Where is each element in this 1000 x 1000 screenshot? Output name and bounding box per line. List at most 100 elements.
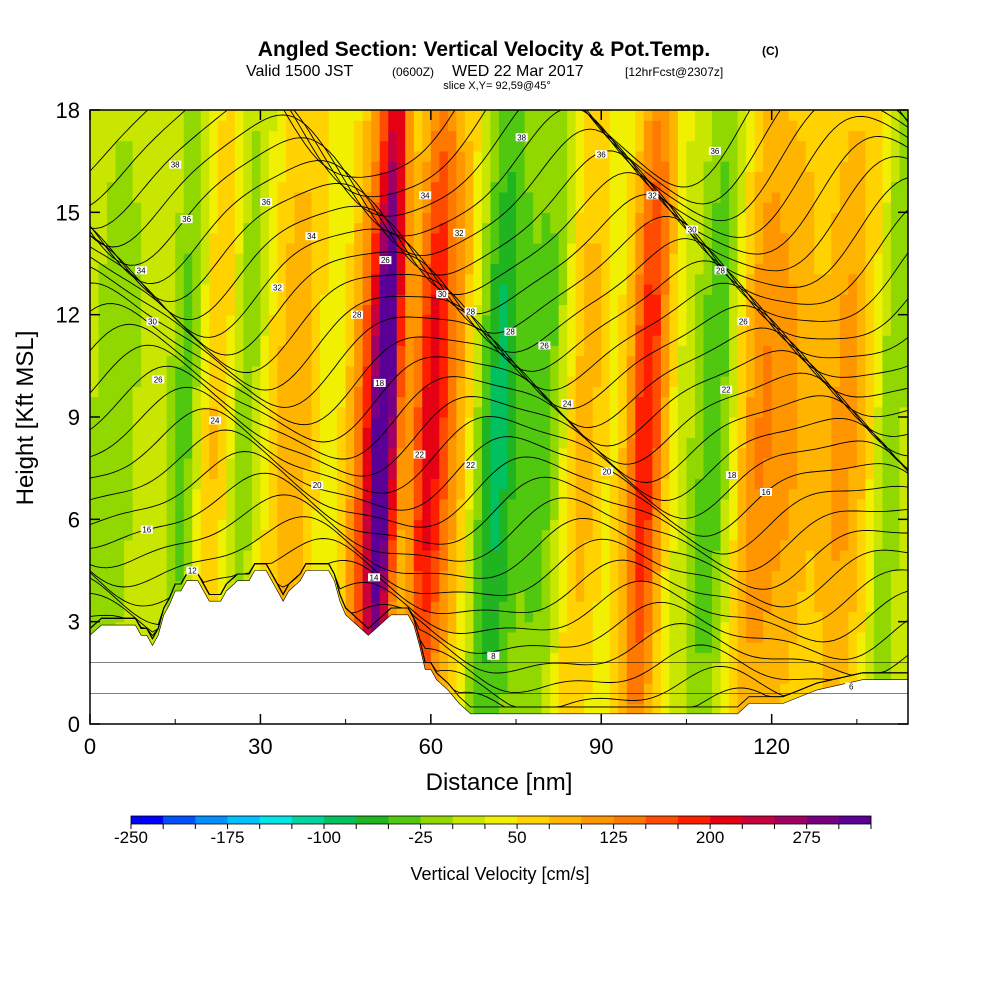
velocity-cell [763,478,773,490]
velocity-cell [558,631,568,643]
velocity-cell [618,509,628,520]
velocity-cell [303,417,313,428]
velocity-cell [328,560,338,572]
velocity-cell [746,212,756,224]
velocity-cell [277,457,287,469]
velocity-cell [371,140,381,152]
velocity-cell [737,365,747,377]
velocity-cell [439,345,449,357]
velocity-cell [780,447,790,459]
velocity-cell [626,212,636,224]
velocity-cell [405,427,415,439]
velocity-cell [405,283,415,295]
velocity-cell [507,662,517,674]
velocity-cell [490,529,500,541]
velocity-cell [337,232,347,244]
velocity-cell [303,386,313,398]
velocity-cell [447,181,457,193]
velocity-cell [149,130,159,142]
velocity-cell [473,693,483,705]
velocity-cell [643,120,653,132]
velocity-cell [754,590,764,602]
velocity-cell [729,150,739,162]
velocity-cell [132,570,142,582]
velocity-cell [132,529,142,541]
velocity-cell [268,202,279,213]
velocity-cell [473,672,483,684]
velocity-cell [660,263,671,275]
velocity-cell [763,570,773,582]
velocity-cell [677,417,688,428]
velocity-cell [550,161,560,172]
velocity-cell [98,376,108,387]
velocity-cell [413,283,423,295]
velocity-cell [499,468,509,479]
velocity-cell [712,539,722,551]
velocity-cell [763,437,773,449]
velocity-cell [686,120,696,132]
velocity-cell [507,212,517,224]
velocity-cell [439,631,449,643]
velocity-cell [166,529,176,541]
velocity-cell [175,191,185,203]
velocity-cell [303,140,313,152]
velocity-cell [124,488,134,500]
velocity-cell [788,683,798,694]
velocity-cell [567,161,577,172]
velocity-cell [601,171,611,183]
velocity-cell [601,273,611,285]
velocity-cell [533,406,543,418]
velocity-cell [788,161,798,172]
velocity-cell [251,120,262,132]
velocity-cell [345,519,355,531]
velocity-cell [558,273,568,285]
velocity-cell [729,355,739,367]
velocity-cell [354,130,364,142]
velocity-cell [396,601,406,613]
velocity-cell [746,120,756,132]
velocity-cell [107,150,117,162]
velocity-cell [609,304,619,316]
velocity-cell [490,294,500,306]
velocity-cell [601,488,611,500]
velocity-cell [788,672,798,684]
velocity-cell [746,263,756,275]
velocity-cell [379,498,389,510]
velocity-cell [98,253,108,265]
velocity-cell [558,314,568,326]
velocity-cell [303,294,313,306]
velocity-cell [618,437,628,449]
velocity-cell [362,253,372,265]
velocity-cell [516,314,526,326]
velocity-cell [703,283,713,295]
velocity-cell [422,376,432,387]
velocity-cell [763,621,773,633]
velocity-cell [686,130,696,142]
velocity-cell [694,488,705,500]
velocity-cell [456,580,466,592]
velocity-cell [643,539,653,551]
velocity-cell [98,314,108,326]
velocity-cell [456,150,466,162]
velocity-cell [379,222,389,234]
velocity-cell [660,253,671,265]
velocity-cell [643,386,653,398]
velocity-cell [754,314,764,326]
velocity-cell [507,529,517,541]
velocity-cell [405,120,415,132]
velocity-cell [499,243,509,254]
velocity-cell [481,140,492,152]
velocity-cell [780,519,790,531]
velocity-cell [490,498,500,510]
velocity-cell [447,396,457,408]
velocity-cell [737,683,747,694]
velocity-cell [643,222,653,234]
velocity-cell [183,396,193,408]
subtitle-utc: (0600Z) [392,65,434,79]
velocity-cell [533,468,543,479]
velocity-cell [473,498,483,510]
velocity-cell [788,324,798,336]
velocity-cell [456,253,466,265]
velocity-cell [729,417,739,428]
velocity-cell [243,212,253,224]
